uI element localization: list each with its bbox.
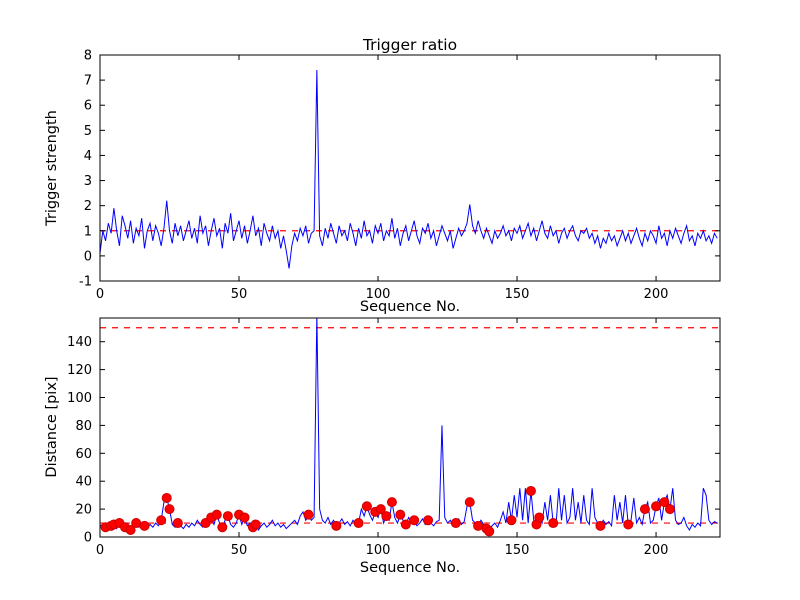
match-marker — [303, 509, 314, 520]
match-marker — [506, 515, 517, 526]
x-tick-label: 150 — [505, 287, 530, 302]
x-tick-label: 50 — [231, 287, 248, 302]
match-marker — [331, 520, 342, 531]
y-tick-label: 140 — [67, 335, 92, 350]
y-tick-label: 3 — [84, 174, 92, 189]
match-marker — [423, 515, 434, 526]
match-marker — [375, 504, 386, 515]
match-marker — [172, 518, 183, 529]
x-tick-label: 200 — [644, 543, 669, 558]
match-marker — [659, 497, 670, 508]
x-tick-label: 0 — [96, 287, 104, 302]
match-marker — [239, 512, 250, 523]
match-marker — [525, 485, 536, 496]
trigger-strength-line — [100, 70, 718, 269]
x-tick-label: 0 — [96, 543, 104, 558]
match-marker — [473, 520, 484, 531]
match-marker — [164, 504, 175, 515]
match-marker — [464, 497, 475, 508]
y-tick-label: 60 — [75, 447, 92, 462]
match-marker — [664, 504, 675, 515]
x-tick-label: 50 — [231, 543, 248, 558]
match-marker — [386, 497, 397, 508]
y-tick-label: 20 — [75, 503, 92, 518]
match-marker — [639, 504, 650, 515]
match-marker — [409, 515, 420, 526]
y-tick-label: 5 — [84, 124, 92, 139]
y-tick-label: 0 — [84, 249, 92, 264]
y-tick-label: 120 — [67, 363, 92, 378]
y-tick-label: 80 — [75, 419, 92, 434]
match-marker — [400, 519, 411, 530]
y-tick-label: 1 — [84, 224, 92, 239]
match-marker — [548, 518, 559, 529]
match-marker — [156, 515, 167, 526]
match-marker — [250, 519, 261, 530]
match-marker — [361, 501, 372, 512]
match-marker — [125, 525, 136, 536]
x-tick-label: 100 — [366, 287, 391, 302]
y-tick-label: 8 — [84, 49, 92, 64]
x-tick-label: 150 — [505, 543, 530, 558]
y-tick-label: 2 — [84, 199, 92, 214]
match-marker — [595, 520, 606, 531]
trigger-ratio-plot-area — [100, 70, 720, 269]
distance-line — [100, 318, 718, 533]
distance-plot-area — [100, 318, 720, 537]
y-tick-label: 4 — [84, 149, 92, 164]
y-tick-label: 6 — [84, 99, 92, 114]
y-tick-label: 7 — [84, 74, 92, 89]
match-marker — [623, 519, 634, 530]
match-marker — [381, 511, 392, 522]
match-marker — [161, 492, 172, 503]
match-marker — [651, 501, 662, 512]
y-tick-label: 100 — [67, 391, 92, 406]
match-marker — [450, 518, 461, 529]
y-tick-label: 0 — [84, 531, 92, 546]
match-marker — [353, 518, 364, 529]
x-tick-label: 200 — [644, 287, 669, 302]
match-marker — [222, 511, 233, 522]
match-marker — [211, 509, 222, 520]
match-marker — [131, 518, 142, 529]
match-marker — [534, 512, 545, 523]
match-marker — [484, 526, 495, 537]
axes-border — [99, 54, 721, 282]
match-marker — [395, 509, 406, 520]
axes-border — [99, 317, 721, 538]
match-marker — [139, 520, 150, 531]
y-tick-label: 40 — [75, 475, 92, 490]
x-tick-label: 100 — [366, 543, 391, 558]
y-tick-label: -1 — [79, 275, 92, 290]
match-marker — [217, 522, 228, 533]
